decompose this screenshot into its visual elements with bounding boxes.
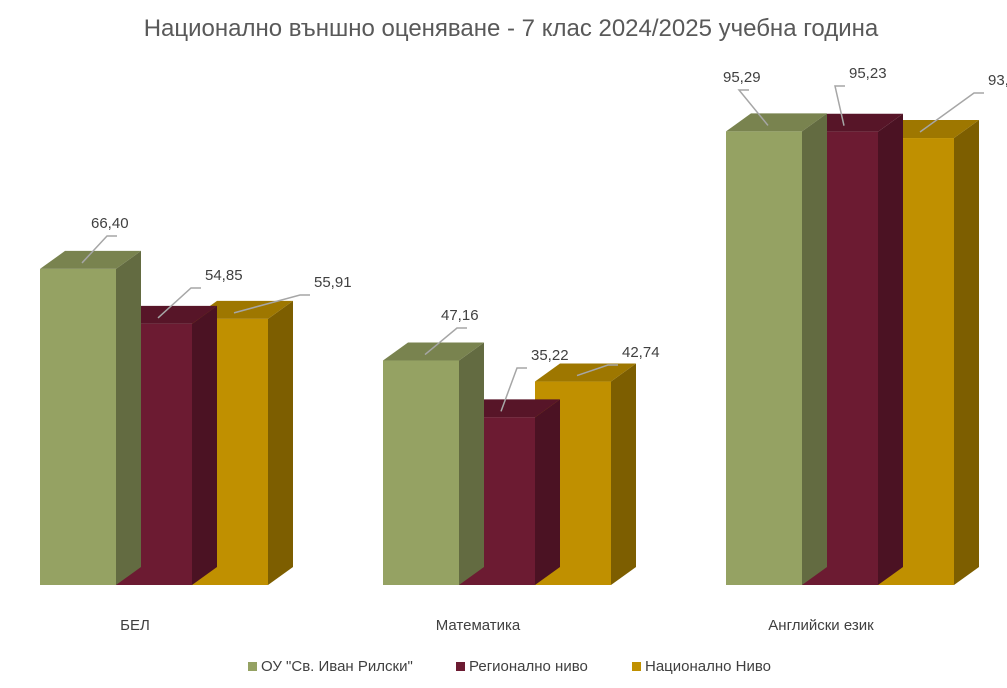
bar-top bbox=[459, 399, 560, 418]
legend-label: Национално Ниво bbox=[645, 658, 771, 675]
data-label: 93,9 bbox=[988, 72, 1007, 89]
bar-side bbox=[802, 113, 827, 585]
leader-line bbox=[737, 89, 769, 126]
data-label: 47,16 bbox=[441, 307, 479, 324]
bar-side bbox=[535, 399, 560, 585]
bar-top bbox=[802, 113, 903, 132]
bar-front bbox=[40, 268, 116, 585]
legend: ОУ "Св. Иван Рилски" Регионално ниво Нацио… bbox=[248, 658, 771, 675]
bars-layer bbox=[40, 113, 979, 585]
legend-item: Национално Ниво bbox=[632, 658, 771, 675]
legend-label: ОУ "Св. Иван Рилски" bbox=[261, 658, 413, 675]
bar-0-0 bbox=[40, 250, 141, 585]
leader-line bbox=[576, 364, 618, 377]
leader-line bbox=[500, 367, 527, 412]
bar-side bbox=[878, 113, 903, 585]
legend-label: Регионално ниво bbox=[469, 658, 588, 675]
bar-1-0 bbox=[383, 342, 484, 585]
data-label: 35,22 bbox=[531, 347, 569, 364]
data-label: 55,91 bbox=[314, 274, 352, 291]
bar-side bbox=[116, 250, 141, 585]
data-label: 42,74 bbox=[622, 344, 660, 361]
leader-lines bbox=[81, 85, 984, 412]
data-label: 95,29 bbox=[723, 69, 761, 86]
category-label: Английски език bbox=[768, 617, 874, 634]
leader-line bbox=[233, 294, 310, 314]
bar-side bbox=[459, 342, 484, 585]
legend-item: Регионално ниво bbox=[456, 658, 588, 675]
bar-front bbox=[726, 131, 802, 585]
bar-top bbox=[726, 113, 827, 132]
leader-line bbox=[157, 287, 201, 319]
bar-top bbox=[878, 120, 979, 139]
category-label: БЕЛ bbox=[120, 617, 150, 634]
bar-side bbox=[954, 120, 979, 585]
leader-line bbox=[919, 92, 984, 133]
category-labels: БЕЛ Математика Английски език bbox=[120, 617, 874, 634]
leader-line bbox=[81, 235, 117, 264]
data-label: 95,23 bbox=[849, 65, 887, 82]
bar-top bbox=[383, 342, 484, 361]
legend-swatch bbox=[248, 662, 257, 671]
legend-swatch bbox=[632, 662, 641, 671]
data-label: 54,85 bbox=[205, 267, 243, 284]
data-label: 66,40 bbox=[91, 215, 129, 232]
bar-top bbox=[116, 305, 217, 324]
leader-line bbox=[424, 327, 467, 356]
leader-line bbox=[834, 85, 845, 126]
bar-side bbox=[611, 363, 636, 585]
bar-side bbox=[268, 300, 293, 585]
bar-front bbox=[383, 360, 459, 585]
bar-2-0 bbox=[726, 113, 827, 585]
data-labels: 66,40 54,85 55,91 47,16 35,22 42,74 95,29 95,23… bbox=[91, 65, 1007, 364]
legend-item: ОУ "Св. Иван Рилски" bbox=[248, 658, 413, 675]
bar-top bbox=[40, 250, 141, 269]
category-label: Математика bbox=[436, 617, 521, 634]
legend-swatch bbox=[456, 662, 465, 671]
chart-title: Национално външно оценяване - 7 клас 202… bbox=[144, 15, 879, 42]
bar-side bbox=[192, 305, 217, 585]
